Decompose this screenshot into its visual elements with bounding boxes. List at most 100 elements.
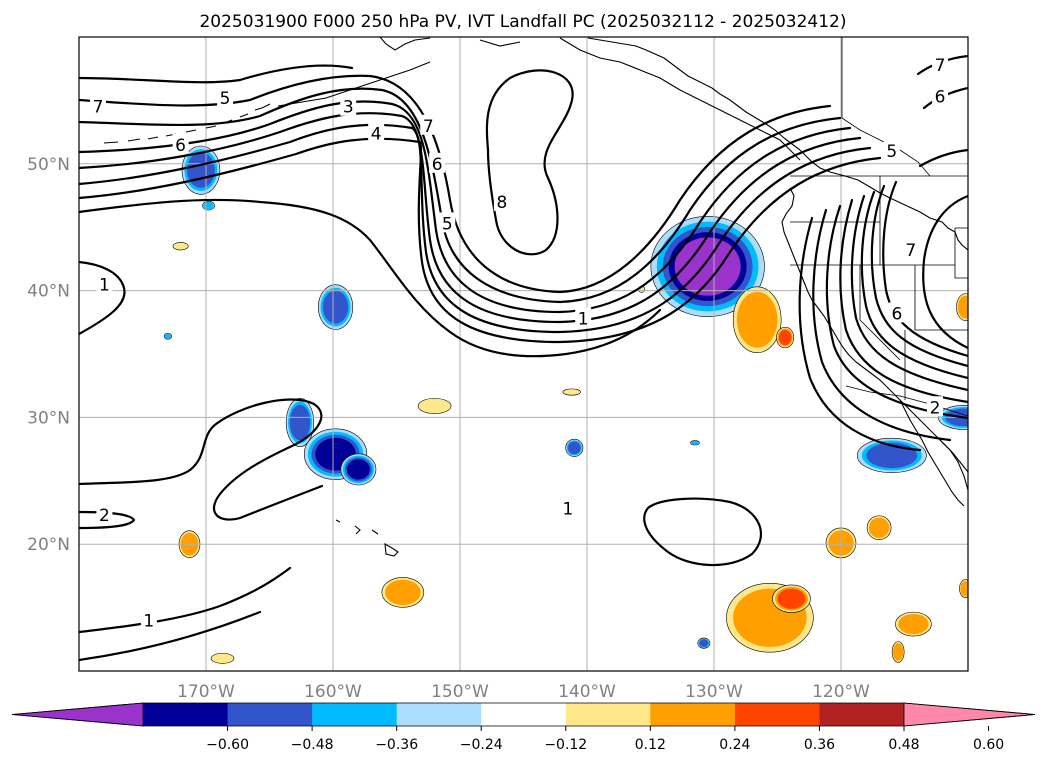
contour-label: 8 [496,193,507,213]
contour-label-bg [429,152,446,173]
colorbar-segment [481,703,567,726]
contour-label: 7 [935,56,946,76]
contour-label-bg [217,86,234,107]
border-state-ut [914,265,968,331]
contour-label: 5 [220,89,231,109]
pv-contour-6a [79,74,832,294]
pc-blob-9 [856,437,927,473]
pv-contour-4a [79,100,852,314]
graticule [79,37,968,671]
pc-blob-13 [163,332,172,340]
latitude-tick-labels: 50°N 40°N 30°N 20°N [27,155,70,555]
pv-contour-1f [79,610,262,662]
pc-blob-28 [562,388,581,396]
pc-blob-29 [172,242,189,251]
coastlines [103,37,968,557]
contour-label: 5 [886,142,897,162]
contour-label-bg [96,504,113,525]
pc-blob-11 [690,440,700,446]
colorbar-segment [312,703,398,726]
pc-blob-23 [895,611,932,637]
contour-label: 7 [905,241,916,261]
pv-contour-1g [643,497,762,567]
lon-tick-label: 150°W [431,682,489,702]
colorbar-segment [143,703,229,726]
lon-tick-label: 120°W [812,682,870,702]
colorbar-tick-label: −0.60 [206,737,249,753]
pc-blob-4 [285,398,315,447]
lon-tick-label: 130°W [685,682,743,702]
contour-label: 1 [143,611,154,631]
coastline-north-america [587,37,968,251]
colorbar-segment [396,703,482,726]
contour-label: 2 [99,506,110,526]
pc-blob-24 [956,293,968,321]
contour-label-bg [340,95,357,116]
colorbar-segment [650,703,736,726]
lat-tick-label: 50°N [27,155,70,175]
pv-contour-trough-6 [839,198,968,404]
contour-label: 7 [93,98,104,118]
pv-contour-trough-8 [812,208,952,442]
figure-title: 2025031900 F000 250 hPa PV, IVT Landfall… [199,12,846,32]
coastline-alaska-inland [379,37,801,161]
lon-tick-label: 160°W [304,682,362,702]
lat-tick-label: 30°N [27,408,70,428]
lat-tick-label: 40°N [27,282,70,302]
pc-blob-26 [891,641,905,663]
pc-blob-25 [959,579,968,598]
pv-contour-trough-2 [882,180,968,358]
colorbar-tick-label: −0.36 [375,737,418,753]
pv-contour-1d [79,398,324,521]
border-state-box [954,227,968,279]
colorbar-segment [227,703,313,726]
border-alaska-canada [841,37,931,177]
lat-tick-label: 20°N [27,535,70,555]
coastline-us-west [781,187,968,473]
contour-label-bg [439,212,456,233]
contour-label: 1 [99,275,110,295]
contour-label: 6 [432,155,443,175]
border-state-nv [859,265,901,361]
coastline-mexico [939,439,968,491]
pv-contour-3a [79,112,862,324]
pv-contour-1c [79,260,126,336]
hawaii-islands [335,519,399,557]
pc-blob-16 [776,326,795,349]
pv-contour-trough-3 [870,184,968,368]
contour-label: 6 [891,304,902,324]
pc-blob-18 [772,584,811,613]
pv-contour-trough-4 [860,190,968,380]
pv-contour-ne-5 [918,148,968,168]
contour-label-bg [368,122,385,143]
pv-contour-2a [79,123,872,334]
pc-blob-20 [866,515,892,540]
longitude-tick-labels: 170°W 160°W 150°W 140°W 130°W 120°W [177,682,870,702]
pv-contour-trough-5 [850,194,968,392]
colorbar-tick-label: −0.12 [544,737,587,753]
pc-blob-3 [317,284,354,330]
contour-label-bg [883,140,900,161]
contour-label: 6 [175,136,186,156]
colorbar-tick-label: 0.24 [719,737,750,753]
contour-label: 1 [563,500,574,520]
pc-blob-6 [340,453,377,486]
contour-label: 5 [442,214,453,234]
contour-label-bg [575,307,592,328]
pv-contour-1e [79,566,292,634]
pv-contour-7 [79,64,354,84]
colorbar: −0.60 −0.48 −0.36 −0.24 −0.12 0.12 0.24 0.36 0.4… [11,702,1036,753]
map-frame [78,36,969,672]
colorbar-extend-high [903,702,1036,727]
colorbar-outline [11,702,1036,727]
colorbar-tick-label: −0.48 [291,737,334,753]
contour-label-bg [932,53,949,74]
contour-label: 2 [930,398,941,418]
colorbar-tick-label: 0.12 [635,737,666,753]
pc-blob-15 [732,286,782,353]
contour-label-bg [420,114,437,135]
pc-blob-27 [210,652,235,664]
contour-label-bg [90,95,107,116]
